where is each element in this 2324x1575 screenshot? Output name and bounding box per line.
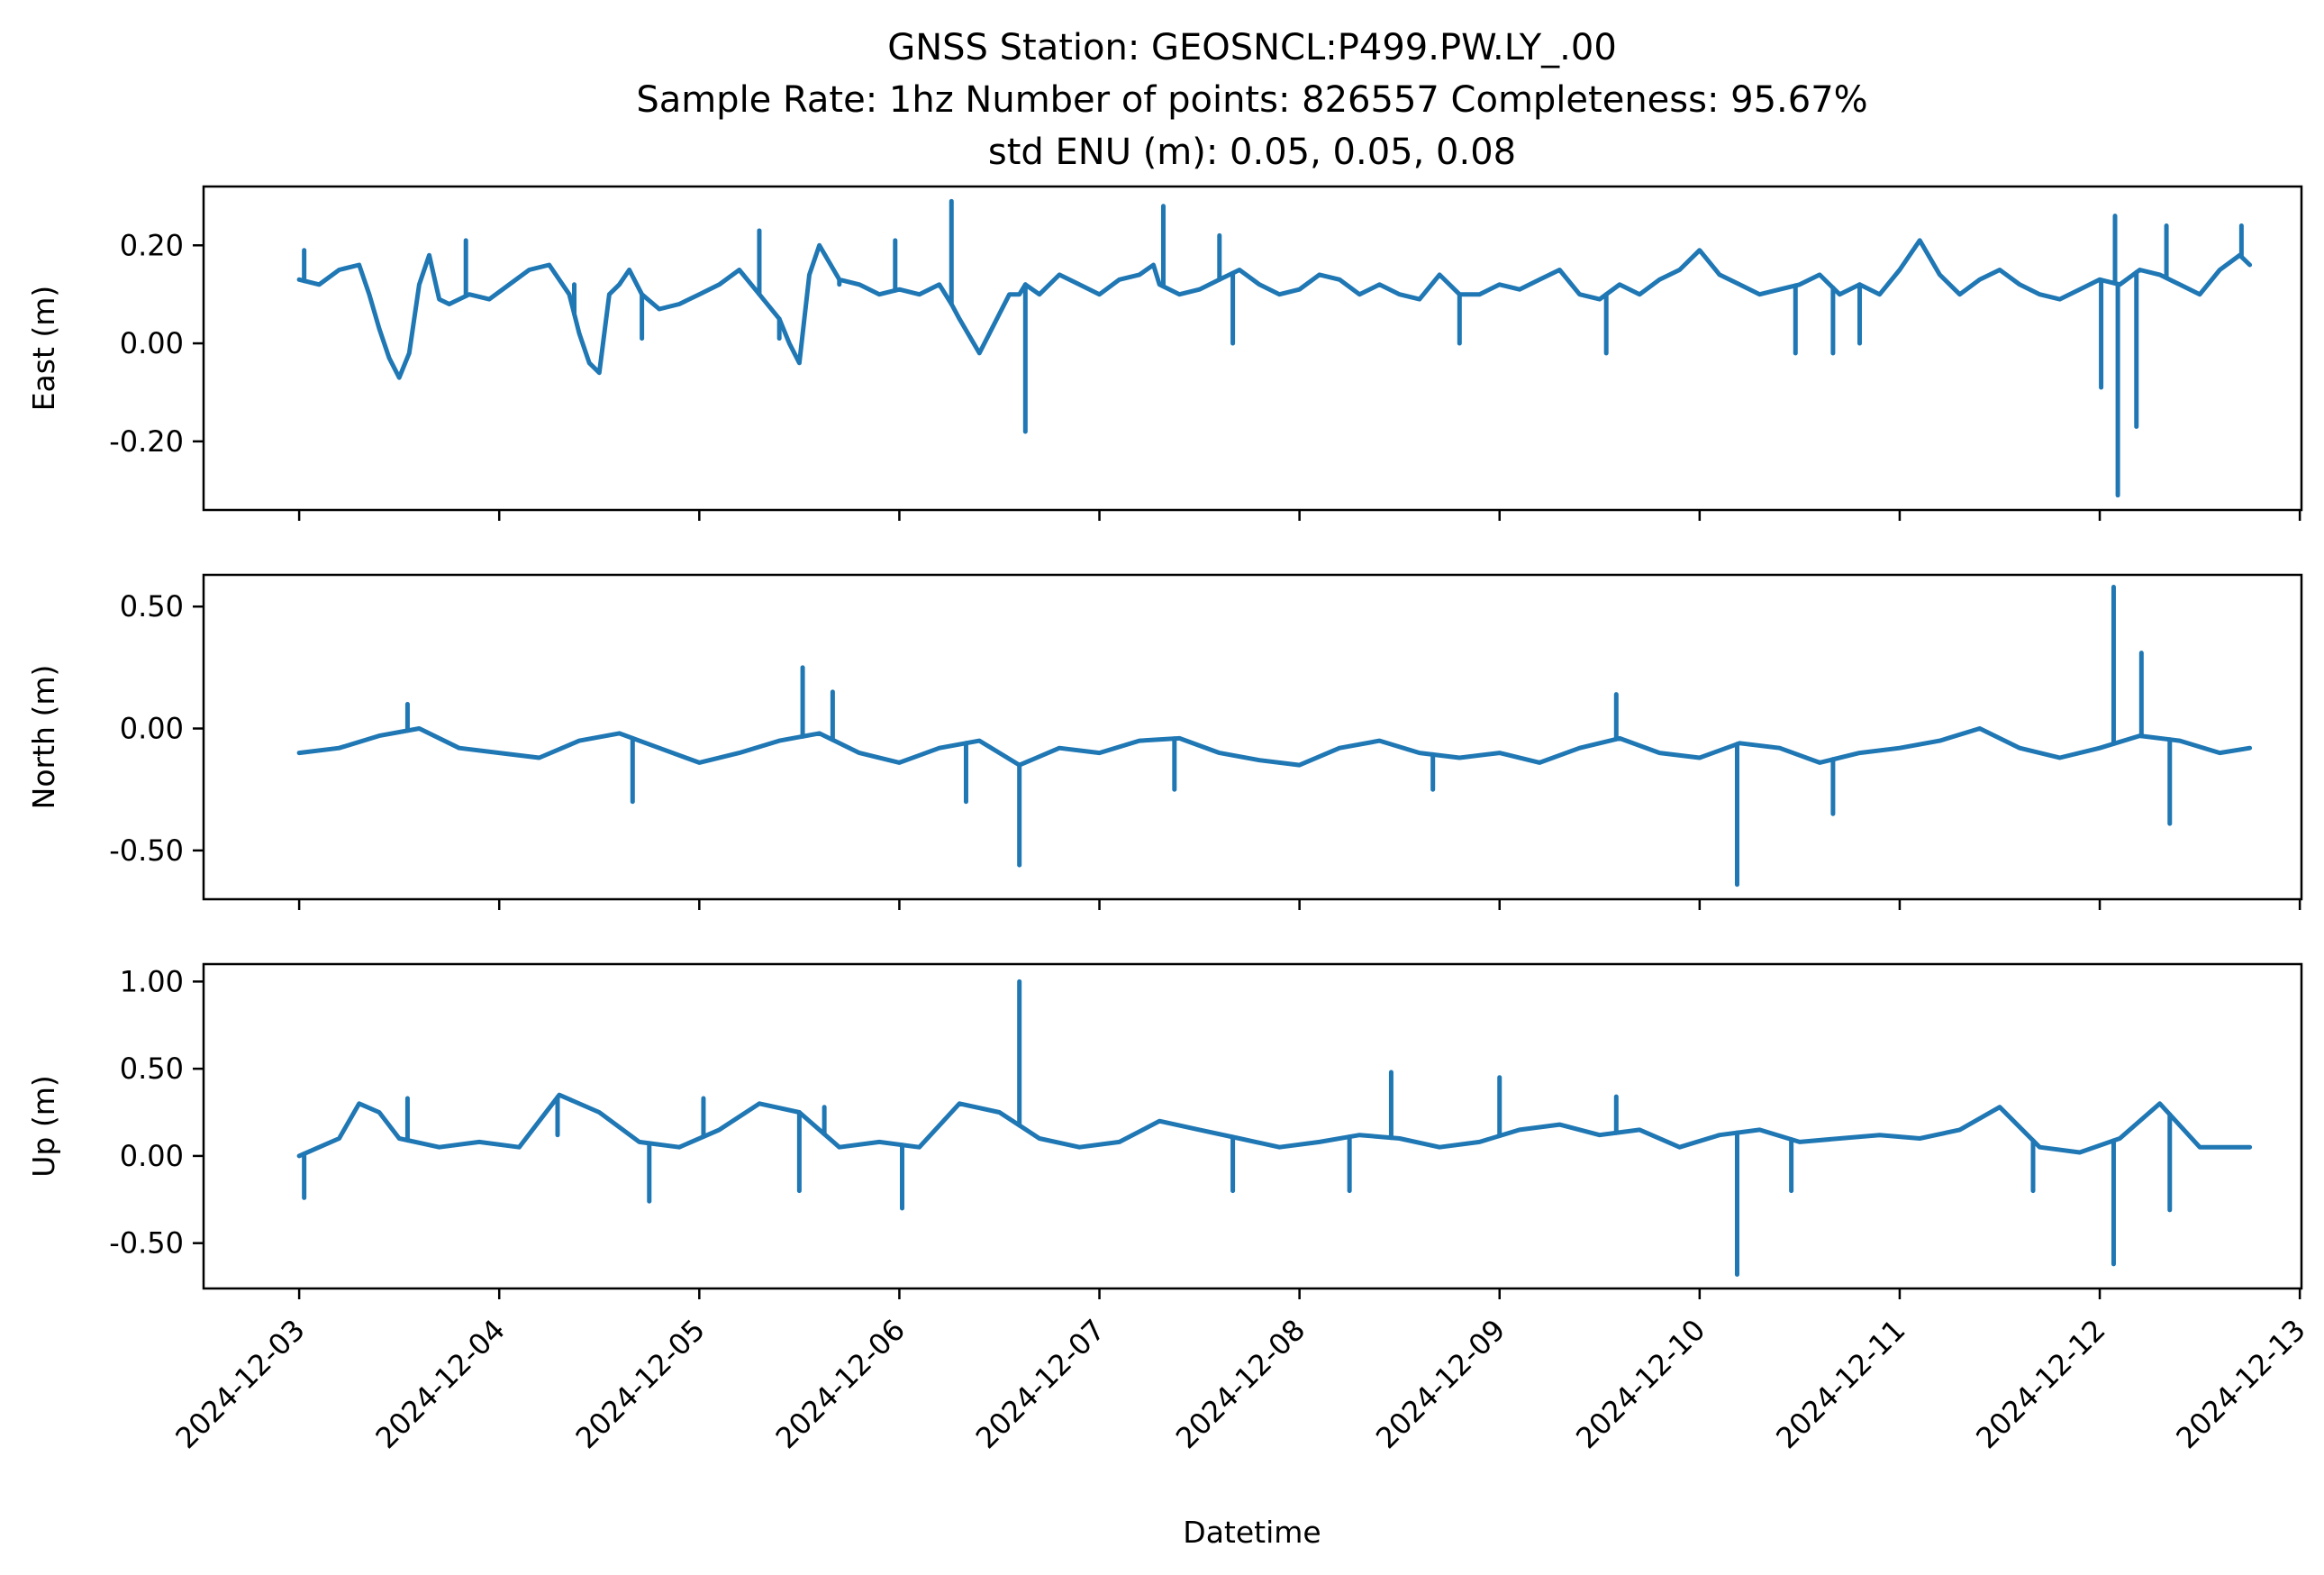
up-axes-frame [202, 962, 2303, 1290]
north-axes-frame [202, 573, 2303, 901]
north-y-tick-label: 0.00 [120, 712, 184, 746]
north-y-tick-label: -0.50 [109, 833, 184, 868]
up-y-tick-label: 0.50 [120, 1052, 184, 1086]
subplot-east: 0.20 0.00 -0.20 East (m) [26, 185, 2303, 521]
subplot-north: 0.50 0.00 -0.50 North (m) [26, 573, 2303, 910]
north-series-line [296, 726, 2253, 768]
x-axis-label: Datetime [1183, 1515, 1321, 1550]
up-y-tick-label: 0.00 [120, 1139, 184, 1173]
north-y-axis-label: North (m) [26, 665, 61, 810]
up-y-axis-label: Up (m) [26, 1075, 61, 1178]
east-y-tick-label: 0.20 [120, 228, 184, 262]
east-y-tick-label: -0.20 [109, 424, 184, 459]
up-y-tick-label: 1.00 [120, 964, 184, 998]
chart-title-line-1: GNSS Station: GEOSNCL:P499.PW.LY_.00 [887, 27, 1617, 68]
up-series-line [296, 1092, 2253, 1159]
east-axes-frame [202, 185, 2303, 512]
north-y-tick-label: 0.50 [120, 589, 184, 624]
east-y-tick-label: 0.00 [120, 326, 184, 360]
chart-title-line-3: std ENU (m): 0.05, 0.05, 0.08 [988, 132, 1516, 173]
east-y-axis-label: East (m) [26, 286, 61, 412]
east-series-line [296, 238, 2253, 380]
chart-title-line-2: Sample Rate: 1hz Number of points: 82655… [636, 79, 1867, 121]
up-y-tick-label: -0.50 [109, 1226, 184, 1261]
